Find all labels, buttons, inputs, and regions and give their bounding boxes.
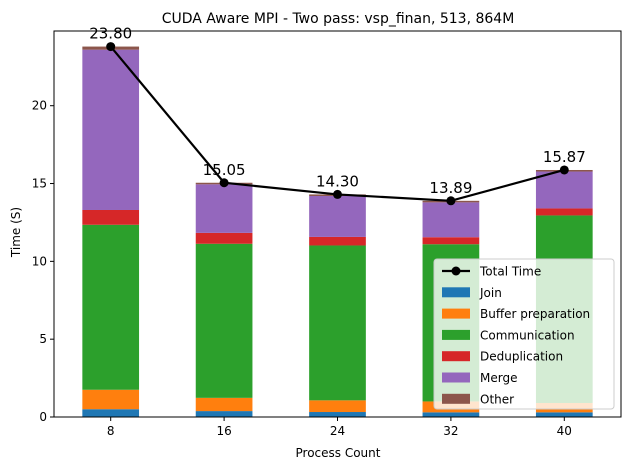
bar-communication — [309, 245, 366, 401]
bar-deduplication — [422, 237, 480, 245]
y-tick-label: 5 — [39, 332, 47, 346]
bar-join — [535, 412, 593, 417]
legend-label: Join — [479, 286, 502, 300]
bar-communication — [82, 224, 140, 390]
bar-buffer-preparation — [309, 400, 366, 413]
bar-merge — [535, 171, 593, 209]
legend-swatch — [442, 393, 470, 404]
legend-swatch — [442, 287, 470, 298]
total-time-label: 15.05 — [203, 161, 246, 179]
total-time-label: 15.87 — [543, 148, 586, 166]
y-tick-label: 20 — [32, 99, 47, 113]
x-tick-label: 24 — [330, 424, 345, 438]
y-axis-label: Time (S) — [9, 207, 23, 258]
total-time-point — [219, 178, 229, 188]
legend-swatch — [442, 351, 470, 362]
bar-buffer-preparation — [195, 397, 253, 412]
legend: Total Time Join Buffer preparation Communic… — [433, 258, 615, 410]
y-tick-label: 10 — [32, 254, 47, 268]
legend-swatch — [442, 308, 470, 319]
total-time-point — [559, 165, 569, 175]
legend-swatch — [442, 372, 470, 383]
total-time-label: 14.30 — [316, 172, 359, 190]
legend-label-total-time: Total Time — [479, 265, 541, 279]
bar-deduplication — [309, 236, 366, 246]
legend-box — [433, 258, 615, 410]
bar-merge — [309, 195, 366, 237]
bar-merge — [82, 49, 140, 210]
legend-label: Communication — [480, 328, 575, 342]
legend-label: Merge — [480, 371, 517, 385]
legend-label: Deduplication — [480, 350, 563, 364]
y-tick-label: 0 — [39, 410, 47, 424]
x-tick-label: 16 — [216, 424, 231, 438]
legend-label: Other — [480, 392, 514, 406]
plot-frame — [53, 30, 622, 418]
total-time-point — [106, 42, 116, 52]
y-tick-label: 15 — [32, 177, 47, 191]
x-axis-label: Process Count — [296, 446, 381, 460]
bar-deduplication — [195, 232, 253, 244]
legend-swatch — [442, 329, 470, 340]
total-time-point — [446, 196, 456, 206]
bar-deduplication — [82, 209, 140, 225]
total-time-label: 23.80 — [89, 25, 132, 43]
total-time-label: 13.89 — [429, 179, 472, 197]
bar-communication — [195, 243, 253, 398]
bar-buffer-preparation — [82, 389, 140, 410]
legend-marker — [451, 266, 461, 276]
x-tick-label: 40 — [557, 424, 572, 438]
bar-join — [309, 412, 366, 417]
total-time-point — [333, 189, 342, 199]
bar-join — [195, 411, 253, 417]
legend-label: Buffer preparation — [480, 307, 590, 321]
bar-deduplication — [535, 208, 593, 216]
bar-merge — [422, 202, 480, 238]
x-tick-label: 32 — [443, 424, 458, 438]
bar-merge — [195, 184, 253, 233]
bar-join — [422, 412, 480, 417]
x-tick-label: 8 — [107, 424, 115, 438]
chart-title: CUDA Aware MPI - Two pass: vsp_finan, 51… — [162, 11, 515, 27]
bar-join — [82, 409, 140, 417]
